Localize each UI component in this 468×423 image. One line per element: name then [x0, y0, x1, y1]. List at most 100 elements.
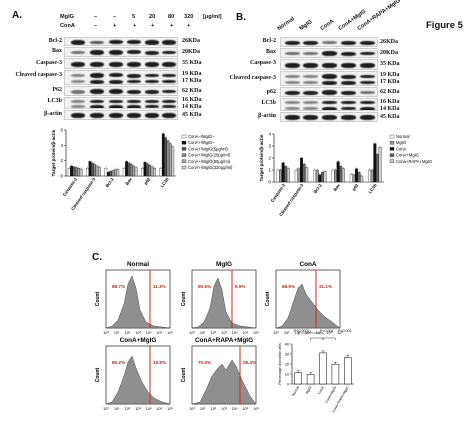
bar [355, 168, 358, 183]
x-tick-label: 10³ [135, 331, 141, 335]
bar [331, 169, 335, 183]
size-label: 35 KDa [182, 60, 202, 66]
legend-entry: Normal [396, 134, 410, 139]
x-tick-label: 10² [211, 407, 217, 411]
flow-title: ConA [299, 261, 316, 268]
size-label: 45 KDa [380, 114, 400, 120]
legend-swatch [181, 134, 187, 139]
x-tick-label: 10⁵ [326, 331, 332, 335]
bar [114, 169, 117, 177]
bar [339, 166, 343, 183]
flow-histogram-mgig: MgIG 90.5% 9.5% Count 10⁰ 10¹ 10² 10³ 10⁴ 10⁵ 10⁶ [181, 261, 259, 335]
y-tick-label: 10 [285, 372, 289, 376]
y-tick-label: 2 [60, 158, 63, 163]
x-tick-label: 10⁴ [146, 407, 152, 411]
panel-a-western-blots: Bcl-2 Bax Caspase-3 Cleaved caspase-3 P6… [0, 37, 240, 122]
x-tick-label: 10⁵ [242, 407, 248, 411]
legend-swatch [389, 159, 395, 163]
panel-c-label: C. [92, 252, 102, 263]
x-tick-label: 10⁰ [103, 331, 109, 335]
blot-strip [280, 48, 378, 58]
bar [141, 168, 144, 177]
size-label: 17 KDa [182, 78, 202, 84]
legend-entry: Cona+RAPA+MgIG [396, 159, 432, 164]
bar [161, 133, 165, 177]
x-tick-label: 10⁶ [167, 331, 173, 335]
blot-strip [280, 98, 378, 111]
bar [294, 372, 302, 385]
blot-strip [64, 58, 178, 69]
bar [169, 143, 172, 177]
x-tick-label: 10¹ [284, 331, 290, 335]
size-label: 16 KDa [380, 99, 400, 105]
x-tick-label: 10⁴ [232, 331, 238, 335]
bar [334, 169, 338, 183]
mgig-row-value: 80 [168, 14, 175, 20]
blot-label-lc3b: LC3b [261, 100, 276, 106]
bar [116, 168, 120, 177]
blot-strip [280, 37, 378, 47]
bar [318, 174, 322, 183]
cona-row-value: + [187, 23, 191, 29]
bar [286, 168, 290, 183]
x-tick-label: Bcl-2 [105, 176, 115, 188]
bar [331, 363, 340, 385]
bar [106, 172, 110, 177]
flow-title: ConA+MgIG [120, 337, 157, 344]
legend-entry: ConA–/MgIG– [188, 134, 215, 139]
blot-strip [64, 110, 178, 120]
bar [148, 165, 152, 177]
legend-swatch [389, 141, 395, 145]
size-label: 19 KDa [380, 72, 400, 78]
bar [284, 166, 288, 183]
legend-entry: ConA+/MgIG(5μg/ml) [188, 146, 228, 151]
bar [145, 163, 149, 177]
size-label: 20KDa [182, 49, 200, 55]
bar [352, 174, 356, 183]
x-tick-label: 10³ [221, 407, 227, 411]
bar [98, 167, 101, 177]
bar [143, 162, 147, 177]
bar [302, 163, 306, 183]
blot-strip [64, 97, 178, 109]
blot-label-lc3b: LC3b [47, 98, 62, 104]
x-tick-label: 10³ [221, 331, 227, 335]
gate-right-percent: 29.4% [243, 360, 256, 365]
bar [300, 157, 303, 183]
blot-label-bcl2: Bcl-2 [262, 38, 276, 44]
bar [159, 168, 163, 177]
gate-left-percent: 70.6% [198, 360, 211, 365]
blot-label-bax: Bax [265, 49, 276, 55]
x-tick-label: 10¹ [114, 407, 120, 411]
figure-title: Figure 5 [426, 20, 463, 31]
bar [336, 161, 340, 183]
gate-right-percent: 9.5% [235, 284, 245, 289]
mgig-row-value: 20 [149, 14, 156, 20]
legend-swatch [181, 141, 187, 145]
panel-b-lane-headers: Normal MgIG ConA ConA+MgIG ConA+RAPA+MgI… [276, 0, 430, 36]
cona-row-label: ConA [60, 23, 75, 29]
gate-right-percent: 19.8% [153, 360, 166, 365]
y-tick-label: 0 [60, 174, 63, 179]
mgig-row-label: MgIG [60, 14, 74, 20]
p-value-label: P<0.001 [320, 329, 334, 333]
bar [281, 162, 285, 183]
bar [111, 170, 115, 177]
bar [171, 146, 175, 177]
y-axis-label: Count [181, 291, 187, 306]
x-tick-label: 10⁰ [189, 331, 195, 335]
legend-entry: ConA+/MgIG(320μg/ml) [188, 165, 233, 170]
gate-left-percent: 68.9% [282, 284, 295, 289]
x-tick-label: p62 [143, 176, 152, 185]
lane-header: Normal [276, 16, 296, 32]
size-label: 35 KDa [380, 61, 400, 67]
x-tick-label: ConA [317, 385, 325, 395]
bar [132, 165, 136, 177]
legend-swatch [181, 165, 187, 170]
panel-b-western-blots: Bcl-2 Bax Caspase-3 Cleaved caspase-3 p6… [230, 37, 468, 122]
p-value-label: P<0.001 [338, 329, 352, 333]
bar [320, 172, 324, 183]
size-label: 45 KDa [182, 112, 202, 118]
x-tick-label: 10⁶ [337, 331, 343, 335]
